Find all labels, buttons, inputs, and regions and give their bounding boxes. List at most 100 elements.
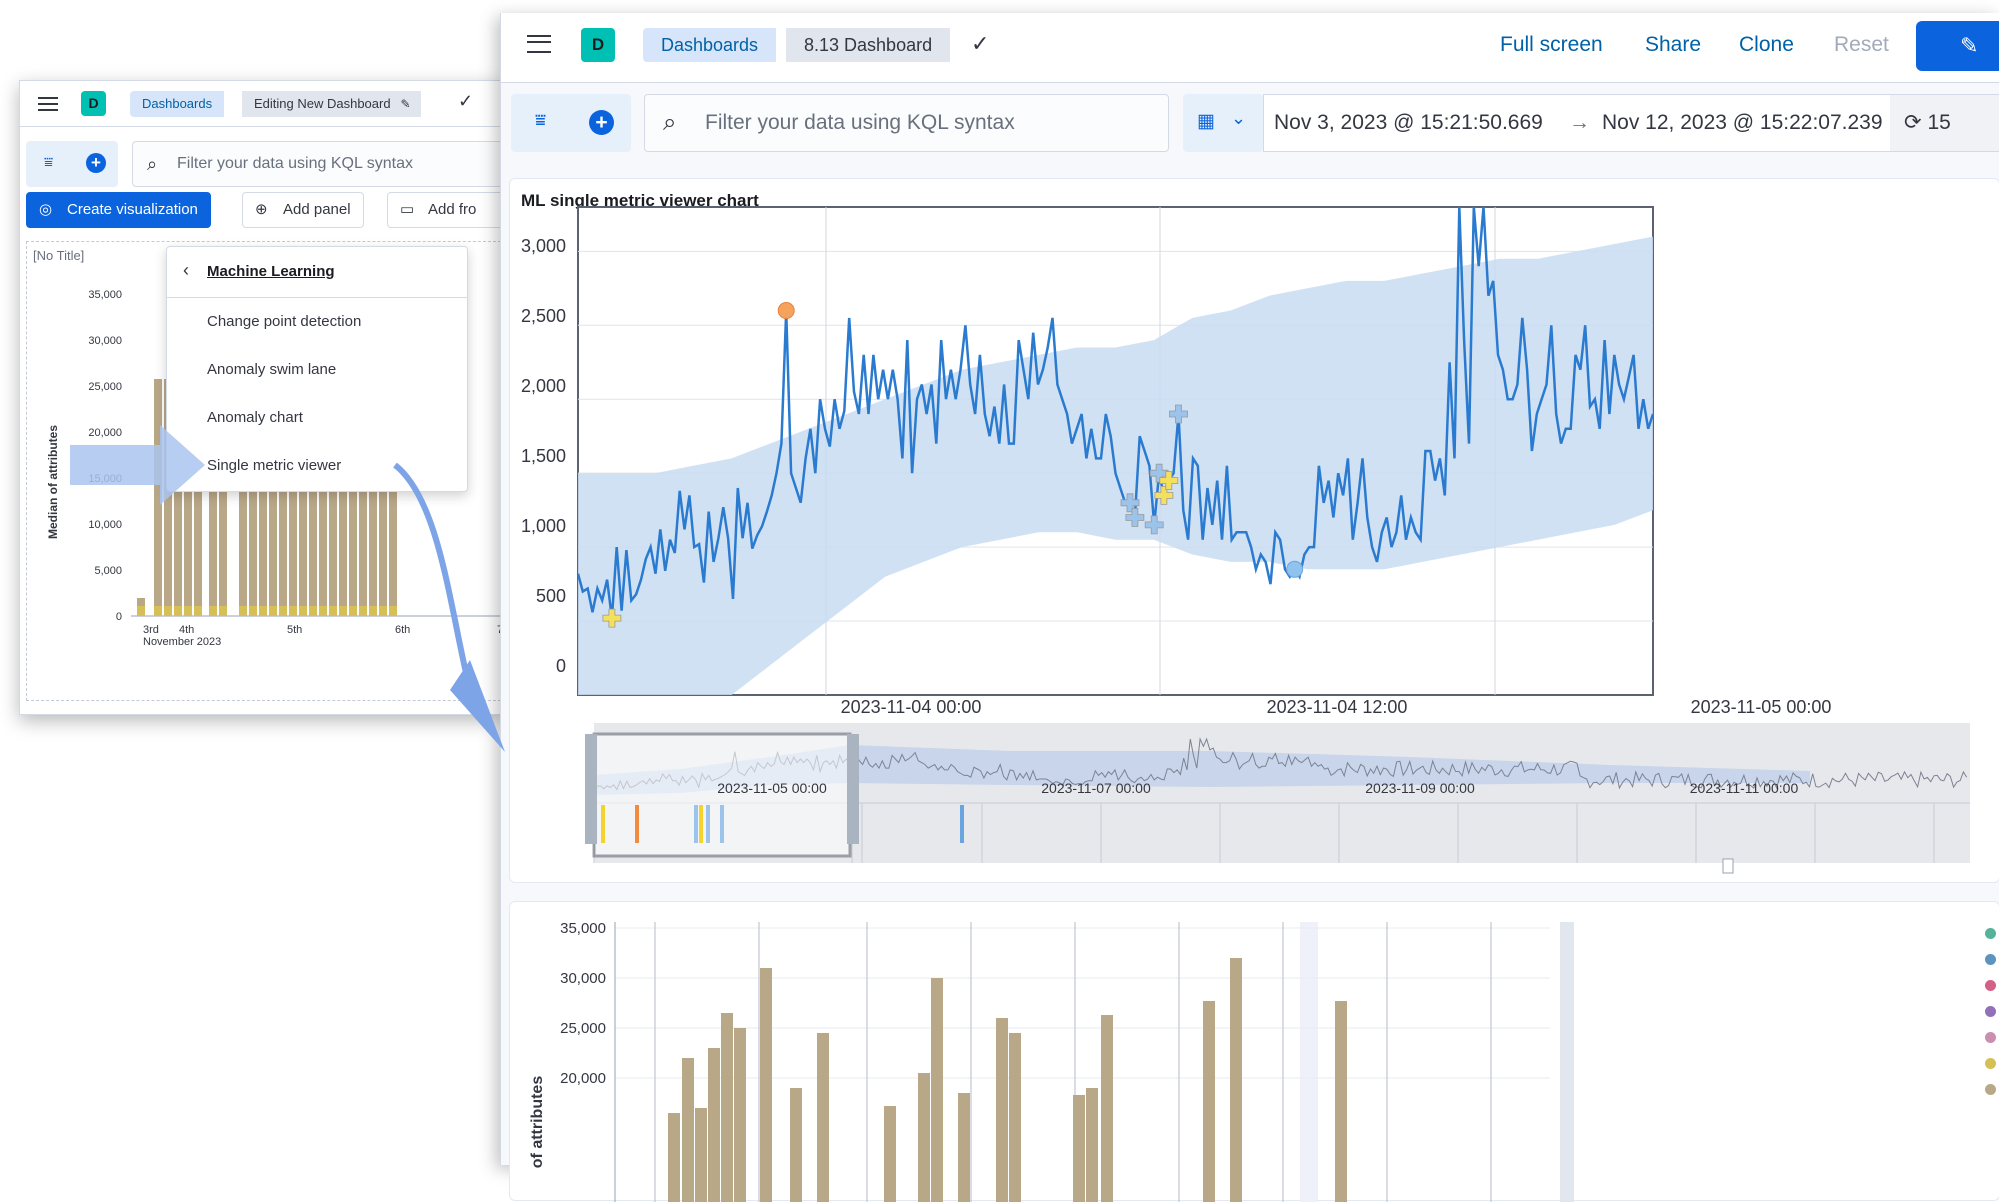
single-metric-viewer-panel: ML single metric viewer chart 3,000 2,50… [509, 178, 1999, 883]
mini-bar-segment [339, 606, 347, 616]
space-avatar[interactable]: D [581, 28, 615, 62]
menu-icon[interactable] [527, 35, 551, 53]
mini-bar [329, 379, 337, 616]
mini-bar [239, 394, 247, 616]
breadcrumb-dashboards[interactable]: Dashboards [643, 28, 777, 62]
breadcrumb-dashboards[interactable]: Dashboards [130, 91, 225, 117]
mini-bar [209, 472, 217, 616]
swimlane-anomaly-cell [694, 805, 698, 843]
share-link[interactable]: Share [1645, 33, 1702, 56]
reset-link[interactable]: Reset [1834, 33, 1889, 56]
menu-item-change-point[interactable]: Change point detection [207, 313, 362, 330]
menu-divider [167, 297, 467, 298]
bar [790, 1088, 802, 1202]
mini-bar-segment [164, 606, 172, 616]
bar [1203, 1001, 1215, 1202]
legend-item[interactable]: Median [1985, 1078, 1999, 1099]
legend-dot-icon [1985, 979, 1996, 991]
scroll-handle[interactable] [1722, 858, 1734, 874]
clone-link[interactable]: Clone [1739, 33, 1794, 56]
bar [958, 1093, 970, 1202]
add-panel-button[interactable]: ⊕ Add panel [242, 192, 364, 228]
highlight-band [1300, 922, 1318, 1202]
checkmark-icon[interactable]: ✓ [971, 31, 990, 56]
chevron-left-icon[interactable]: ‹ [183, 260, 189, 280]
mini-xtick: 4th [179, 624, 194, 636]
y-tick: 2,500 [521, 306, 566, 326]
menu-item-anomaly-chart[interactable]: Anomaly chart [207, 409, 303, 426]
bar [760, 968, 772, 1202]
menu-item-single-metric-viewer[interactable]: Single metric viewer [207, 457, 342, 474]
filter-icon[interactable]: ⩸ [535, 110, 546, 130]
cross-icon [1125, 508, 1145, 527]
y-tick: 0 [556, 656, 566, 676]
pencil-icon: ✎ [400, 97, 411, 111]
mini-bar [279, 379, 287, 616]
kql-search-input[interactable]: ⌕ Filter your data using KQL syntax [132, 141, 512, 187]
context-tick: 2023-11-07 00:00 [1041, 780, 1151, 796]
mini-bar-segment [319, 606, 327, 616]
mini-bar [359, 379, 367, 616]
cross-icon [1169, 404, 1188, 424]
date-quick-menu[interactable]: ▦ ⌄ [1183, 94, 1263, 152]
context-tick: 2023-11-09 00:00 [1365, 780, 1475, 796]
bar [1086, 1088, 1098, 1202]
refresh-button[interactable]: ⟳ 15 [1890, 95, 1999, 151]
legend-dot-icon [1985, 953, 1996, 965]
annotation-marker [1169, 404, 1188, 424]
bar [996, 1018, 1008, 1202]
end-date[interactable]: Nov 12, 2023 @ 15:22:07.239 [1602, 111, 1883, 134]
mini-bar [259, 379, 267, 616]
context-tick: 2023-11-05 00:00 [717, 780, 827, 796]
scroll-track [1560, 922, 1574, 1202]
legend-item[interactable]: Median [1985, 1026, 1999, 1047]
edit-button[interactable]: ✎ [1916, 21, 1999, 71]
menu-icon[interactable] [38, 97, 58, 111]
brush-handle-right[interactable] [847, 734, 859, 844]
swimlane-anomaly-cell [720, 805, 724, 843]
bar [668, 1113, 680, 1202]
legend-item[interactable]: Median [1985, 1052, 1999, 1073]
legend-item[interactable]: Median [1985, 922, 1999, 943]
mini-bar-segment [379, 606, 387, 616]
brush-handle-left[interactable] [585, 734, 597, 844]
legend-item[interactable]: Median [1985, 948, 1999, 969]
bar [1230, 958, 1242, 1202]
mini-bar-segment [154, 606, 162, 616]
kql-search-input[interactable]: ⌕ Filter your data using KQL syntax [644, 94, 1169, 152]
bar [1009, 1033, 1021, 1202]
full-screen-link[interactable]: Full screen [1500, 33, 1603, 56]
median-bar-chart: 35,000 30,000 25,000 20,000 of attribute… [529, 920, 1574, 1202]
menu-item-swim-lane[interactable]: Anomaly swim lane [207, 361, 337, 378]
space-avatar[interactable]: D [81, 91, 106, 116]
checkmark-icon[interactable]: ✓ [458, 91, 474, 111]
add-filter-icon[interactable]: + [86, 153, 106, 173]
legend-item[interactable]: Median [1985, 974, 1999, 995]
mini-xtick: 6th [395, 624, 410, 636]
y-tick: 3,000 [521, 236, 566, 256]
ml-context-menu: ‹ Machine Learning Change point detectio… [166, 246, 468, 492]
visualize-icon: ◎ [39, 201, 53, 218]
start-date[interactable]: Nov 3, 2023 @ 15:21:50.669 [1274, 111, 1543, 134]
legend-item[interactable]: Median [1985, 1000, 1999, 1021]
mini-bar [379, 379, 387, 616]
add-from-library-button[interactable]: ▭ Add fro [387, 192, 517, 228]
swimlane-anomaly-cell [601, 805, 605, 843]
mini-bar [269, 379, 277, 616]
pencil-icon: ✎ [1960, 33, 1979, 58]
create-visualization-button[interactable]: ◎ Create visualization [26, 192, 211, 228]
bar [708, 1048, 720, 1202]
arrow-right-icon: → [1569, 111, 1590, 134]
add-filter-icon[interactable]: + [589, 110, 614, 135]
bar [721, 1013, 733, 1202]
annotation-marker [602, 608, 622, 628]
menu-title[interactable]: Machine Learning [207, 263, 335, 280]
bar [682, 1058, 694, 1202]
mini-ytick: 25,000 [88, 381, 122, 393]
breadcrumb-current: Editing New Dashboard ✎ [242, 91, 421, 117]
mini-bar-segment [349, 606, 357, 616]
bar [931, 978, 943, 1202]
mini-bar-segment [279, 606, 287, 616]
filter-icon[interactable]: ⩸ [44, 154, 54, 171]
panel-title: [No Title] [33, 248, 85, 263]
